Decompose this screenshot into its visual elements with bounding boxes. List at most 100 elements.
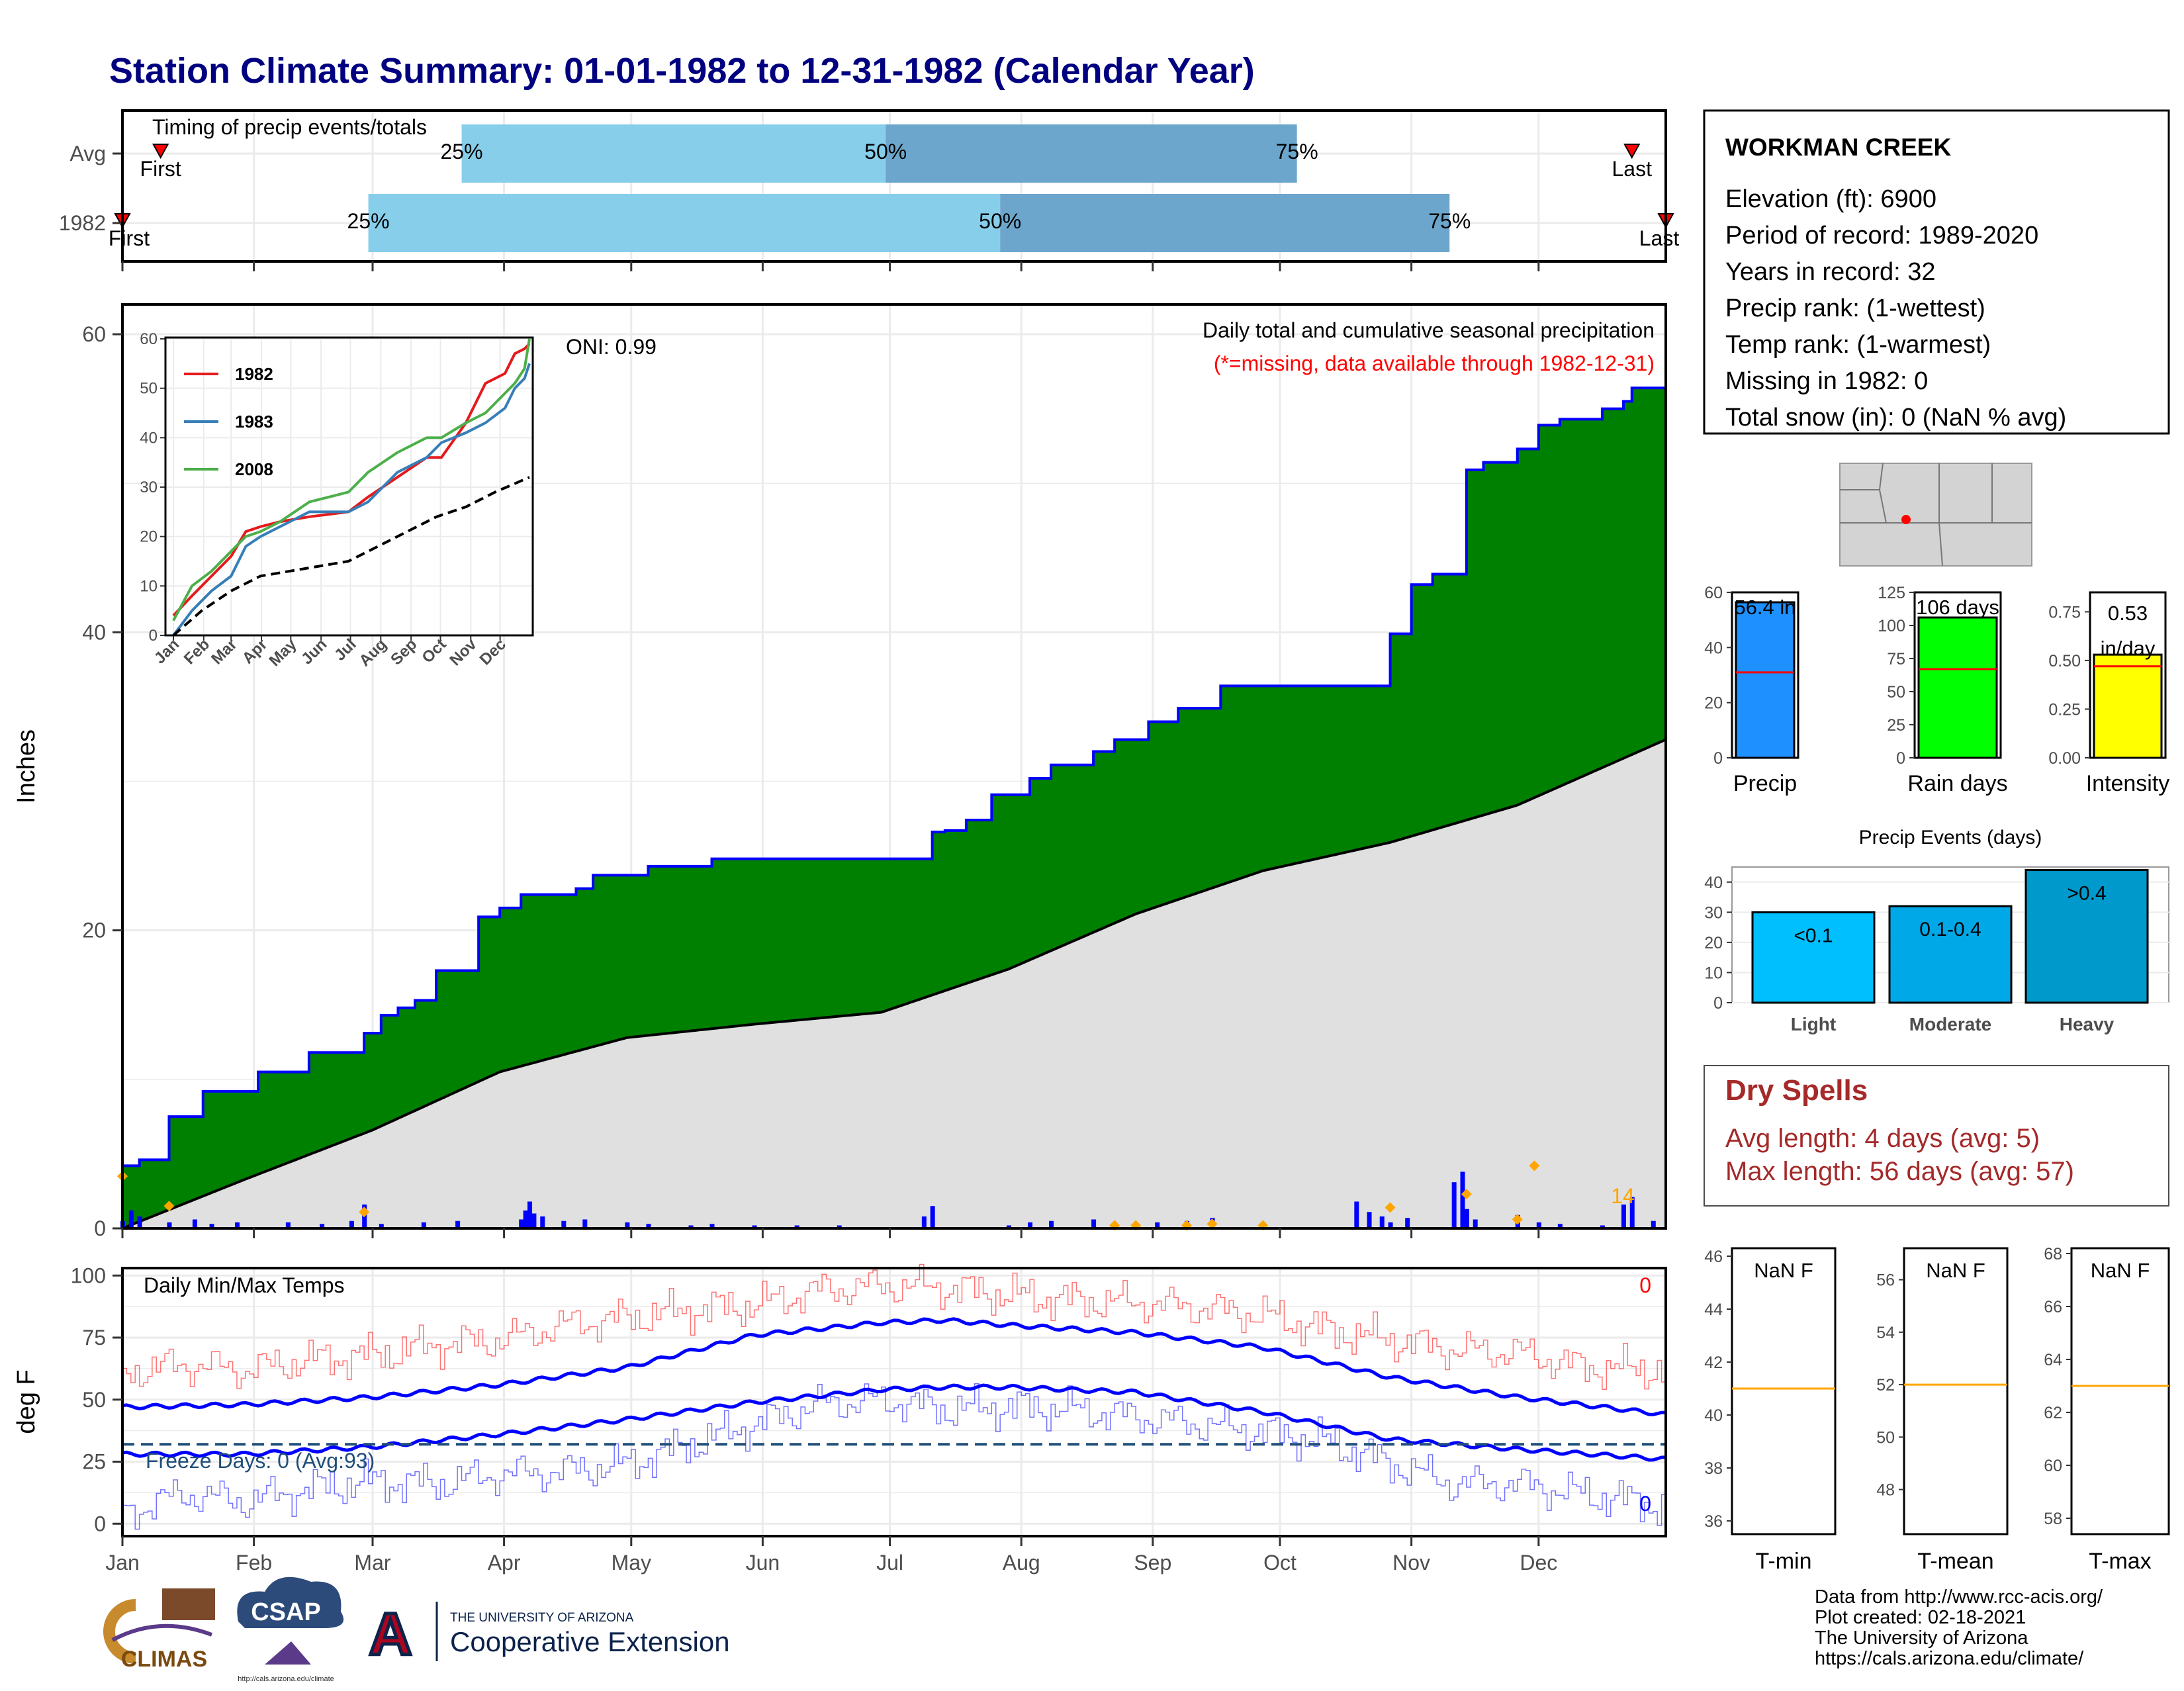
inset-y-tick-label: 30 (140, 479, 158, 496)
page-title: Station Climate Summary: 01-01-1982 to 1… (109, 51, 1255, 91)
station-line: Precip rank: (1-wettest) (1725, 295, 1985, 322)
dry-spells-max: Max length: 56 days (avg: 57) (1725, 1157, 2074, 1186)
month-label: Jun (746, 1551, 780, 1575)
last-event-marker (1623, 144, 1641, 160)
footer-line: Plot created: 02-18-2021 (1815, 1607, 2026, 1628)
precip-marker (1385, 1202, 1396, 1213)
timing-q50-label: 50% (864, 140, 907, 163)
temp-mean-y-tick-label: 56 (1876, 1271, 1895, 1290)
daily-precip-bar (930, 1206, 935, 1228)
last-event-label: Last (1612, 157, 1653, 181)
precip-y-tick-label: 60 (82, 322, 106, 346)
daily-precip-bar (1557, 1224, 1563, 1228)
precip-1982-cumulative-line (122, 387, 1666, 1167)
csap-logo-text: CSAP (251, 1598, 321, 1626)
timing-row-avg-label: Avg (69, 142, 106, 165)
daily-precip-bar (421, 1222, 426, 1228)
events-y-tick-label: 40 (1704, 874, 1723, 892)
inset-line-2008 (172, 338, 531, 621)
timing-q50-label: 50% (979, 209, 1021, 233)
daily-precip-bar (1354, 1201, 1359, 1228)
station-line: Years in record: 32 (1725, 258, 1936, 286)
inset-legend-label: 1982 (235, 364, 273, 384)
temp-y-tick-label: 50 (82, 1388, 106, 1412)
timing-bar-q2 (886, 124, 1297, 183)
temp-mean-y-tick-label: 64 (2044, 1351, 2062, 1369)
timing-bar-q2 (1000, 194, 1450, 252)
events-y-tick-label: 0 (1713, 994, 1723, 1013)
precip-event-bar (1751, 911, 1876, 1004)
daily-precip-bar (349, 1220, 354, 1228)
mini-bar-unit-label: in/day (2101, 637, 2156, 660)
events-y-tick-label: 10 (1704, 964, 1723, 982)
inset-y-tick-label: 40 (140, 429, 158, 447)
month-label: Dec (1520, 1551, 1557, 1575)
daily-precip-bar (1460, 1171, 1465, 1228)
mini-y-tick-label: 0 (1713, 749, 1723, 768)
daily-precip-bar (646, 1224, 651, 1228)
temp-line-avg-max (122, 1317, 1666, 1416)
precip-marker (1512, 1214, 1523, 1225)
month-label: Feb (236, 1551, 272, 1575)
month-label: Nov (1392, 1551, 1430, 1575)
temp-mean-frame (1903, 1247, 2009, 1535)
temp-mean-frame (2070, 1247, 2170, 1535)
temp-line-avg-min (122, 1383, 1666, 1462)
station-line: Total snow (in): 0 (NaN % avg) (1725, 404, 2066, 432)
station-line: Temp rank: (1-warmest) (1725, 331, 1991, 359)
daily-precip-bar (794, 1225, 799, 1228)
precip-y-label: Inches (13, 729, 40, 803)
freeze-days-text: Freeze Days: 0 (Avg:93) (146, 1449, 375, 1473)
precip-events-chart: Precip Events (days) 0 10 20 30 40 <0.1 Light 0.… (1704, 827, 2169, 1034)
precip-above-average-area (122, 388, 1666, 1228)
daily-precip-bar (192, 1219, 197, 1228)
last-event-label: Last (1639, 226, 1680, 250)
daily-precip-bar (752, 1225, 757, 1228)
temp-mean-y-tick-label: 68 (2044, 1245, 2062, 1263)
daily-precip-bar (209, 1224, 214, 1228)
temp-mean-y-tick-label: 58 (2044, 1510, 2062, 1528)
coop-small-text: THE UNIVERSITY OF ARIZONA (450, 1611, 634, 1625)
station-line: Missing in 1982: 0 (1725, 367, 1928, 395)
daily-precip-bar (523, 1210, 528, 1228)
temp-mean-y-tick-label: 38 (1704, 1459, 1723, 1478)
timing-q25-label: 25% (347, 209, 390, 233)
inset-y-tick-label: 60 (140, 330, 158, 348)
ua-logo-letter: A (369, 1602, 412, 1668)
precip-event-bar (1888, 905, 2013, 1004)
temp-mean-y-tick-label: 62 (2044, 1404, 2062, 1422)
inset-chart: 0102030405060198219832008JanFebMarAprMay… (140, 330, 534, 670)
daily-precip-bar (320, 1224, 325, 1228)
daily-precip-bar (1536, 1222, 1541, 1228)
first-event-label: First (140, 157, 181, 181)
mini-y-tick-label: 25 (1887, 716, 1905, 735)
daily-precip-bar (1091, 1219, 1097, 1228)
mini-bar-intensity (2093, 653, 2163, 759)
mini-bar-category-label: Intensity (2086, 771, 2170, 796)
station-info-box: WORKMAN CREEK Elevation (ft): 6900 Perio… (1703, 109, 2170, 435)
timing-panel: 25% 50% 75% First Last 25% 50% 75% First Last Tim… (59, 109, 1680, 263)
month-label: Jan (105, 1551, 140, 1575)
mini-y-tick-label: 40 (1704, 639, 1723, 657)
precip-y-tick-label: 40 (82, 620, 106, 644)
footer-line: Data from http://www.rcc-acis.org/ (1815, 1586, 2103, 1608)
temp-mean-y-tick-label: 66 (2044, 1298, 2062, 1316)
climas-logo-text: CLIMAS (121, 1647, 207, 1672)
temp-mean-y-tick-label: 54 (1876, 1324, 1895, 1342)
inset-line-1982 (172, 343, 531, 617)
events-y-tick-label: 20 (1704, 934, 1723, 952)
precip-event-category: Light (1791, 1014, 1836, 1034)
precip-event-bar-label: <0.1 (1794, 925, 1833, 946)
footer-line: https://cals.arizona.edu/climate/ (1815, 1648, 2084, 1669)
mini-y-tick-label: 0.00 (2048, 749, 2081, 768)
mini-y-tick-label: 20 (1704, 694, 1723, 713)
temperature-mean-charts: 36 38 40 42 44 46 NaN F T-min 48 50 52 54 56 NaN F T-m… (1704, 1245, 2170, 1574)
timing-q75-label: 75% (1428, 209, 1471, 233)
temp-mean-y-tick-label: 42 (1704, 1353, 1723, 1372)
daily-precip-bar (527, 1201, 533, 1228)
daily-precip-bar (1464, 1209, 1469, 1228)
temp-mean-y-tick-label: 36 (1704, 1512, 1723, 1531)
temperature-panel: 0 25 50 75 100 Daily Min/Max Temps Freeze Da… (13, 1263, 1667, 1537)
